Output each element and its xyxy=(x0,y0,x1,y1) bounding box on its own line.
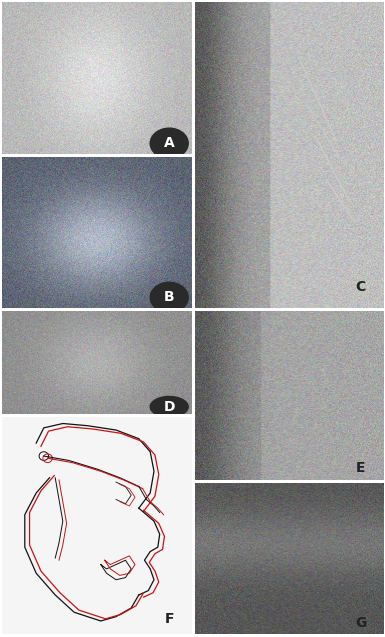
Text: G: G xyxy=(355,617,366,631)
Text: A: A xyxy=(164,136,174,150)
Text: E: E xyxy=(356,461,365,475)
Text: B: B xyxy=(164,290,174,304)
Circle shape xyxy=(150,396,188,417)
Text: C: C xyxy=(355,280,366,294)
Circle shape xyxy=(150,128,188,159)
Text: F: F xyxy=(164,612,174,626)
Circle shape xyxy=(150,282,188,313)
Text: D: D xyxy=(164,400,175,414)
